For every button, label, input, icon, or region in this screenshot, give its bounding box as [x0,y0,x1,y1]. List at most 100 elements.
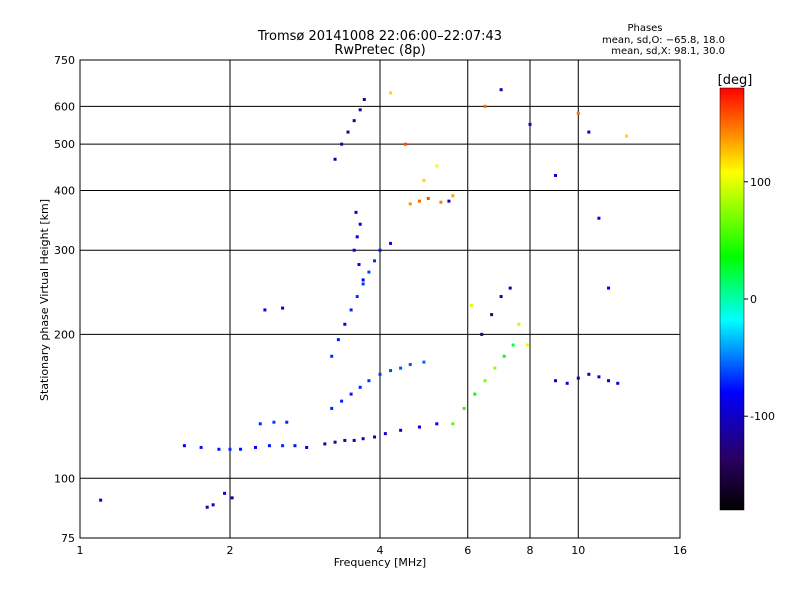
data-point [576,111,580,115]
data-point [493,366,497,370]
x-tick-label: 16 [673,544,687,557]
data-point [439,200,443,204]
data-point [565,381,569,385]
y-tick-label: 75 [61,532,75,545]
y-tick-label: 500 [54,138,75,151]
x-tick-label: 1 [77,544,84,557]
data-point [99,498,103,502]
y-axis-label: Stationary phase Virtual Height [km] [38,199,51,401]
data-point [293,444,297,448]
data-point [553,379,557,383]
data-point [422,360,426,364]
x-tick-label: 4 [377,544,384,557]
data-point [389,91,393,95]
data-point [217,447,221,451]
data-point [480,332,484,336]
x-tick-label: 2 [227,544,234,557]
colorbar-tick-label: -100 [750,410,775,423]
data-point [281,306,285,310]
data-point [417,425,421,429]
colorbar [719,87,745,511]
data-point [383,432,387,436]
data-point [469,303,473,307]
data-point [389,369,393,373]
data-point [408,202,412,206]
data-point [182,444,186,448]
y-axis-ticks: 75 100 200 300 400 500 600 750 [54,54,75,545]
phases-legend-o: mean, sd,O: −65.8, 18.0 [602,35,725,46]
data-point [378,372,382,376]
data-point [528,122,532,126]
data-point [435,164,439,168]
data-point [355,235,359,239]
data-point [597,216,601,220]
phases-legend-x: mean, sd,X: 98.1, 30.0 [611,46,725,57]
data-point [373,435,377,439]
data-point [199,445,203,449]
data-point [346,130,350,134]
data-point [525,343,529,347]
data-point [499,295,503,299]
data-point [517,322,521,326]
data-point [576,376,580,380]
data-point [499,88,503,92]
colorbar-tick-label: 0 [750,293,757,306]
data-point [223,491,227,495]
y-tick-label: 750 [54,54,75,67]
x-tick-label: 8 [527,544,534,557]
data-point [272,420,276,424]
data-point [502,354,506,358]
data-point [358,222,362,226]
data-point [267,444,271,448]
data-point [511,343,515,347]
data-point [378,248,382,252]
colorbar-label: [deg] [718,73,753,88]
data-point [211,503,215,507]
data-point [361,437,365,441]
data-point [483,104,487,108]
data-point [389,241,393,245]
data-point [399,428,403,432]
x-axis-label: Frequency [MHz] [334,556,426,569]
y-tick-label: 200 [54,328,75,341]
data-point [239,447,243,451]
data-point [333,157,337,161]
data-point [285,420,289,424]
colorbar-tick-label: 100 [750,176,771,189]
data-point [403,142,407,146]
data-point [230,496,234,500]
data-point [587,372,591,376]
data-point [451,422,455,426]
data-point [616,381,620,385]
data-point [361,278,365,282]
data-point [451,194,455,198]
y-tick-label: 400 [54,184,75,197]
data-point [355,295,359,299]
data-point [361,282,365,286]
data-point [253,445,257,449]
x-axis-ticks: 1 2 4 6 8 10 16 [77,544,688,557]
data-point [340,399,344,403]
data-point [357,263,361,267]
data-point [422,178,426,182]
data-point [343,438,347,442]
phases-legend-title: Phases [627,23,662,34]
grid-lines [80,60,680,538]
data-point [483,379,487,383]
y-tick-label: 300 [54,244,75,257]
chart-title: Tromsø 20141008 22:06:00–22:07:43 [257,29,502,44]
data-point [305,445,309,449]
data-point [263,308,267,312]
data-point [462,406,466,410]
data-point [349,392,353,396]
data-point [343,322,347,326]
data-point [426,196,430,200]
data-point [330,406,334,410]
data-point [625,134,629,138]
data-point [399,366,403,370]
data-point [340,142,344,146]
data-point [447,199,451,203]
data-point [508,286,512,290]
data-point [490,313,494,317]
